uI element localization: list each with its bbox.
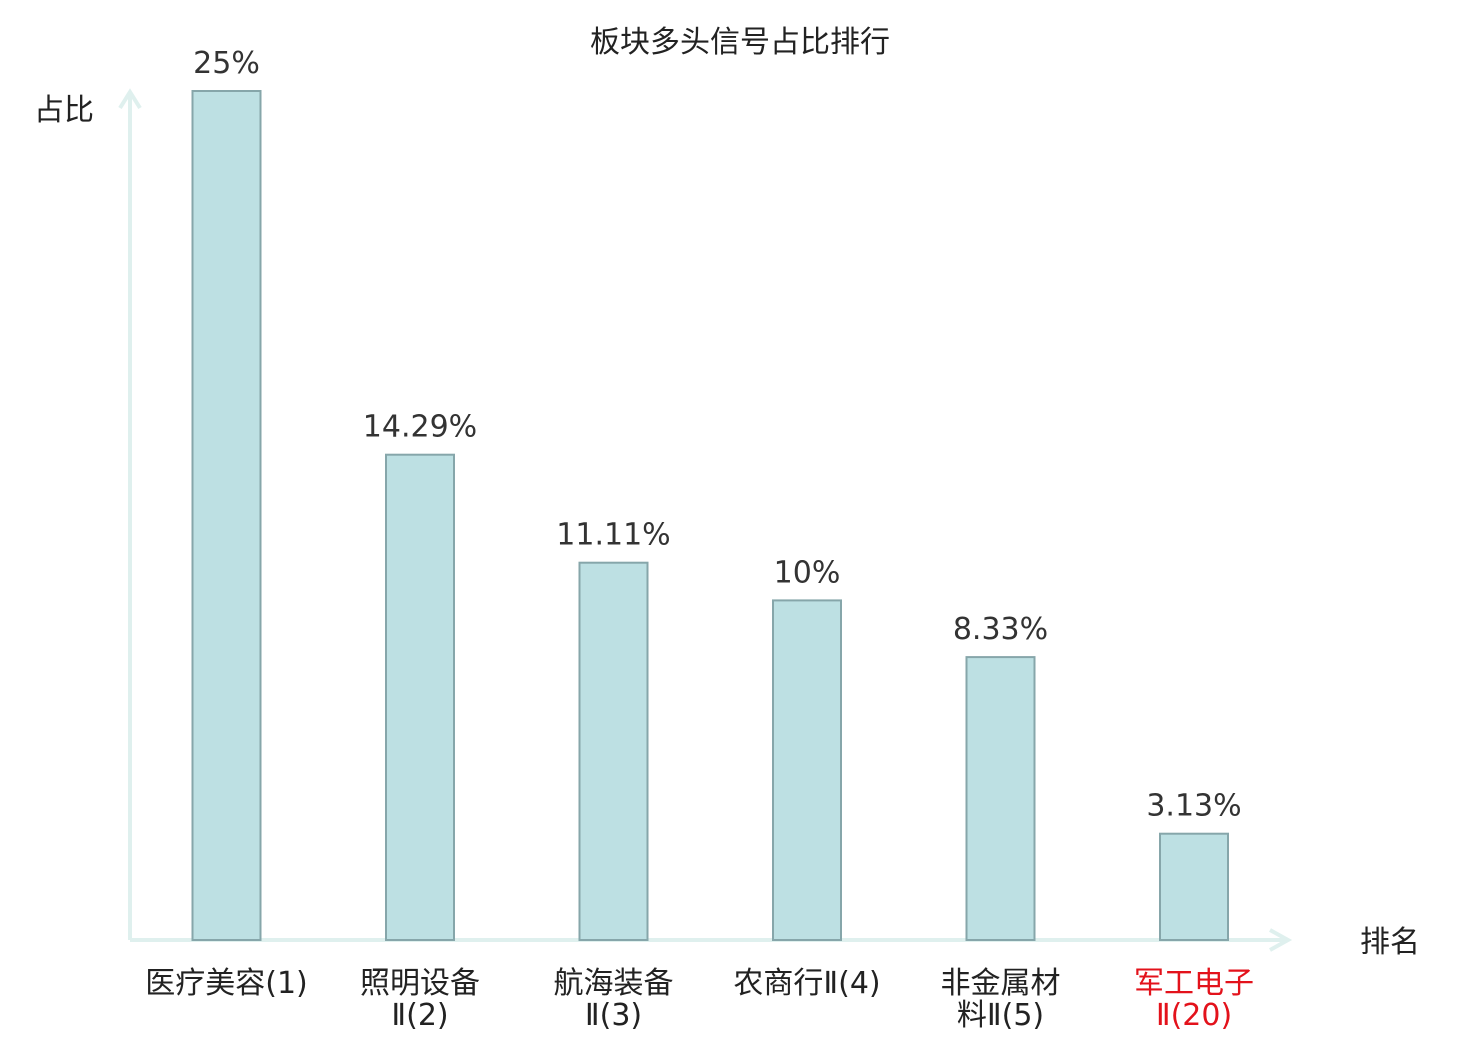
- chart-title: 板块多头信号占比排行: [590, 25, 890, 60]
- bar-6: [1159, 832, 1229, 942]
- value-label-1: 25%: [193, 46, 260, 81]
- category-label-2-line-2: Ⅱ(2): [391, 998, 448, 1033]
- category-label-1: 医疗美容(1): [145, 966, 308, 1001]
- y-axis-label: 占比: [34, 93, 94, 128]
- value-label-3: 11.11%: [556, 518, 670, 553]
- category-label-5-line-2: 料Ⅱ(5): [957, 998, 1044, 1033]
- category-label-3-line-1: 航海装备: [554, 966, 674, 1001]
- category-label-4: 农商行Ⅱ(4): [733, 966, 880, 1001]
- value-label-5: 8.33%: [953, 612, 1048, 647]
- value-label-6: 3.13%: [1146, 789, 1241, 824]
- bars-group: [191, 90, 1229, 942]
- value-labels-group: 25% 14.29% 11.11% 10% 8.33% 3.13%: [193, 46, 1242, 824]
- bar-1: [191, 90, 262, 941]
- bar-2: [385, 453, 455, 941]
- category-label-5-line-1: 非金属材: [941, 966, 1061, 1001]
- x-axis-label: 排名: [1360, 925, 1420, 960]
- bar-3: [578, 561, 649, 941]
- value-label-4: 10%: [774, 555, 841, 590]
- bar-4: [772, 599, 842, 942]
- category-label-6-line-1: 军工电子: [1134, 966, 1254, 1001]
- category-label-6-line-2: Ⅱ(20): [1156, 998, 1232, 1033]
- category-label-3-line-2: Ⅱ(3): [585, 998, 642, 1033]
- x-axis-arrow-icon: [1269, 928, 1293, 952]
- y-axis-arrow-icon: [118, 88, 142, 110]
- axes: [118, 88, 1293, 952]
- value-label-2: 14.29%: [363, 410, 477, 445]
- bar-5: [965, 656, 1036, 941]
- category-label-2-line-1: 照明设备: [360, 966, 480, 1001]
